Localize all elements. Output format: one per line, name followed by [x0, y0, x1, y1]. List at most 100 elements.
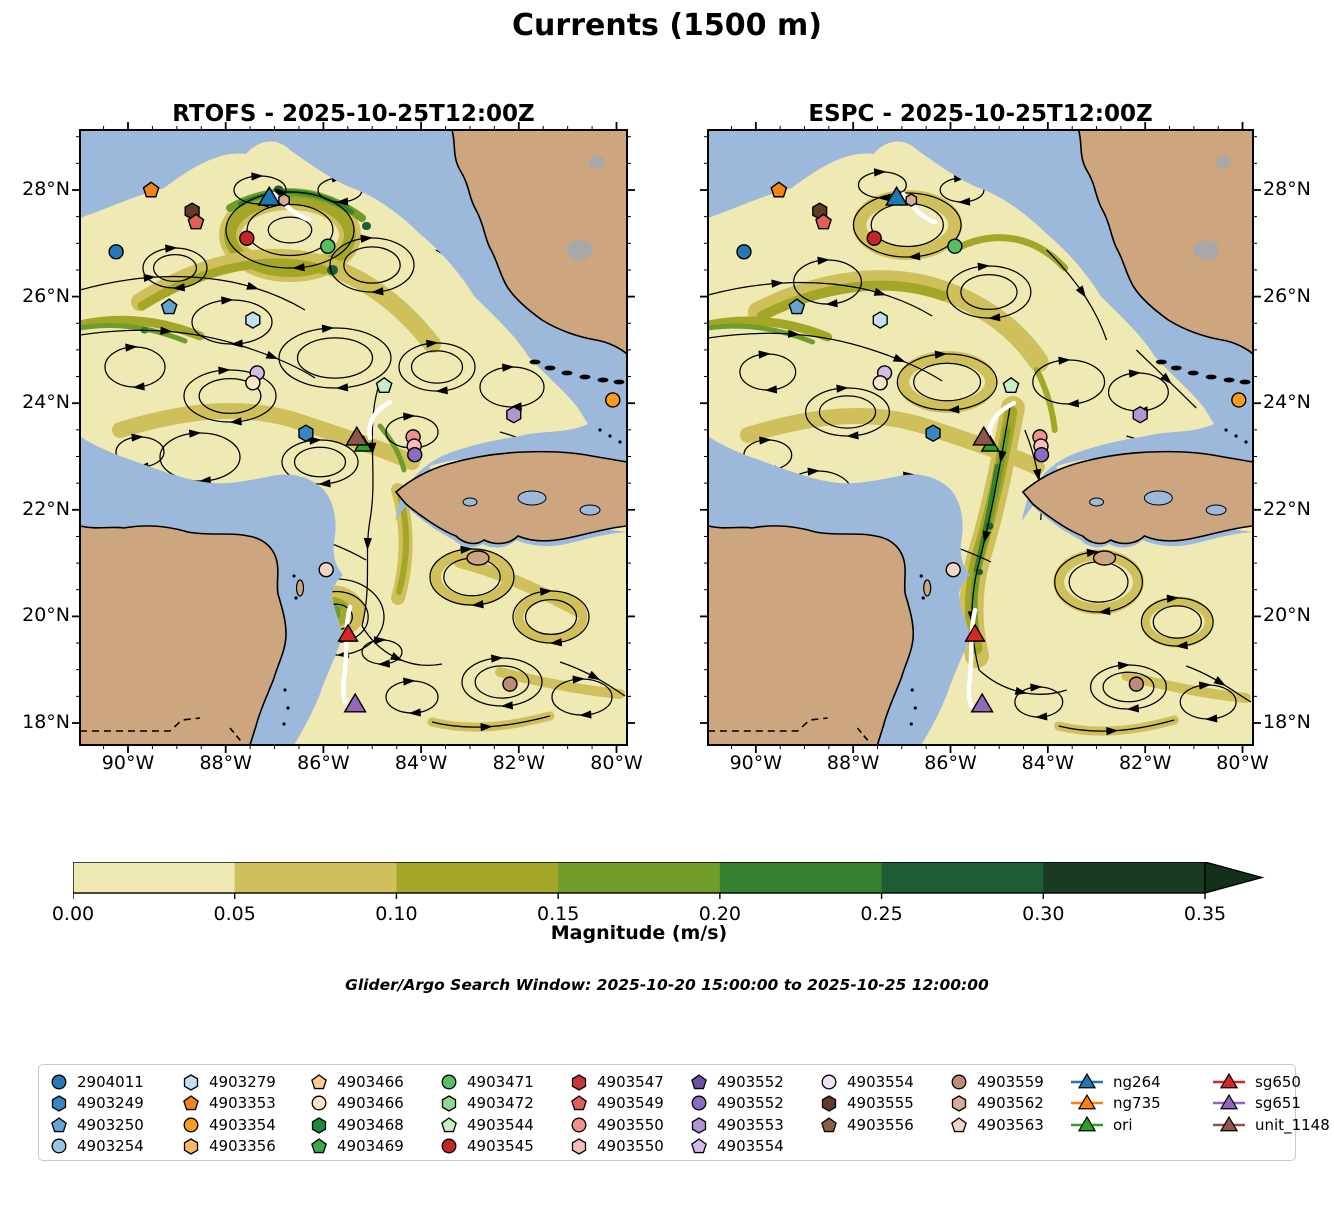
marker-4903549 [815, 213, 832, 230]
streamline-eddy [946, 265, 1032, 319]
hexagon-marker-icon [183, 1073, 199, 1091]
flow-arrow [836, 384, 849, 393]
flow-arrow [549, 638, 563, 647]
country-border-dashed [856, 727, 871, 746]
legend-item-4903552: 4903552 [689, 1071, 784, 1092]
marker-4903249 [298, 424, 314, 442]
marker-sg650 [337, 623, 359, 642]
flow-arrow [982, 530, 991, 544]
magnitude-streak [1053, 549, 1144, 615]
flow-arrow [764, 385, 778, 394]
marker-4903562 [905, 193, 918, 207]
flow-arrow [360, 234, 373, 243]
marker-ng264 [884, 185, 909, 206]
flow-arrow [1014, 686, 1028, 695]
map-rtofs [72, 122, 635, 753]
marker-4903249 [925, 424, 941, 442]
flow-arrow [309, 436, 322, 445]
flow-arrow [846, 431, 859, 440]
florida-keys [597, 377, 609, 383]
hexagon-marker-icon [571, 1073, 587, 1091]
flow-arrow [587, 670, 601, 681]
streamline-eddy [939, 177, 985, 203]
florida-keys [1205, 374, 1217, 380]
flow-arrow [471, 600, 484, 609]
legend-label: 4903562 [977, 1094, 1044, 1112]
gray-patch [589, 156, 605, 168]
legend-label: 4903356 [209, 1137, 276, 1155]
flow-arrow [165, 244, 178, 253]
circle-marker-icon [441, 1074, 457, 1089]
colorbar-segment [73, 862, 236, 893]
circle-marker-icon [821, 1074, 837, 1089]
marker-unit_1148 [345, 425, 369, 446]
colorbar-tick-label: 0.10 [375, 903, 418, 925]
y-tick-label: 20°N [22, 604, 70, 627]
streamline-eddy [296, 337, 374, 379]
islet-dot [1224, 428, 1228, 432]
hexagon-marker-icon [311, 1116, 327, 1134]
country-border-dashed [708, 717, 828, 732]
streamline-eddy [1179, 684, 1237, 720]
marker-4903354 [1231, 392, 1247, 408]
streamline-eddy [913, 362, 982, 402]
streamline-eddy [329, 237, 415, 293]
marker-4903279 [245, 311, 261, 329]
flow-arrow [335, 197, 349, 206]
hexagon-marker-icon [571, 1138, 587, 1155]
isle-of-youth [466, 550, 490, 566]
magnitude-streak [80, 323, 188, 344]
streamline-eddy [104, 346, 166, 388]
streamline-eddy [551, 678, 613, 716]
legend-item-4903547: 4903547 [569, 1071, 664, 1092]
streamline-eddy [1152, 605, 1202, 639]
islet-dot [910, 688, 914, 692]
legend-item-4903563: 4903563 [949, 1114, 1044, 1135]
circle-marker-icon [311, 1095, 327, 1111]
florida-keys [561, 370, 573, 376]
marker-4903250 [160, 298, 178, 315]
flow-arrow [221, 296, 234, 305]
legend-item-4903353: 4903353 [181, 1093, 276, 1114]
flow-arrow [435, 386, 448, 395]
marker-unit_1148 [972, 425, 996, 446]
flow-arrow [1086, 548, 1100, 557]
streamline-eddy [1089, 664, 1167, 710]
legend-item-4903555: 4903555 [819, 1093, 914, 1114]
colorbar-tick-label: 0.35 [1183, 903, 1227, 925]
flow-arrow [132, 382, 145, 391]
marker-4903466 [245, 375, 261, 391]
legend-label: 4903554 [847, 1072, 914, 1091]
colorbar-tick-label: 0.05 [213, 903, 256, 925]
y-tick-label: 26°N [22, 284, 70, 307]
panel-frame [79, 129, 628, 746]
pentagon-marker-icon [51, 1116, 67, 1132]
legend-label: 4903353 [209, 1094, 276, 1112]
pentagon-marker-icon [691, 1138, 707, 1154]
legend-label: 4903466 [337, 1072, 404, 1091]
panel-frame [707, 129, 1254, 746]
circle-marker-icon [441, 1138, 457, 1154]
flow-arrow [873, 287, 887, 296]
pentagon-marker-icon [311, 1138, 327, 1154]
pentagon-marker-icon [691, 1073, 707, 1089]
glider-marker-icon [1213, 1072, 1245, 1088]
flow-arrow [957, 197, 971, 206]
islet-dot [286, 706, 290, 710]
streamline-eddy [293, 446, 347, 478]
marker-4903552 [407, 447, 423, 463]
flow-arrow [246, 281, 260, 290]
streamline-eddy [1102, 671, 1155, 703]
streamline-eddy [1032, 359, 1106, 405]
flow-arrow [390, 652, 403, 662]
hexagon-marker-icon [441, 1095, 457, 1112]
colorbar-segment [234, 862, 397, 893]
marker-4903471 [320, 238, 336, 254]
y-tick-label: 18°N [1263, 711, 1311, 733]
land-masses [79, 129, 628, 746]
cuba-island [394, 450, 628, 545]
flow-arrow [1166, 594, 1180, 603]
flow-arrow [426, 339, 439, 348]
legend-label: sg650 [1255, 1072, 1301, 1091]
